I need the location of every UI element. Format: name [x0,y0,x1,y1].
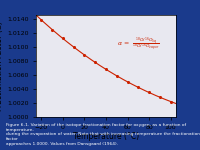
X-axis label: Temperature (°C): Temperature (°C) [73,132,139,141]
Text: Figure 6-1. Variation of the isotope fractionation factor for oxygen, as a funct: Figure 6-1. Variation of the isotope fra… [6,123,200,146]
Point [94,61,97,63]
Point [51,28,54,31]
Point [83,54,86,56]
Text: $\alpha$ =  $\frac{^{18}O/^{16}O_{liq}}{^{18}O/^{16}O_{vapor}}$: $\alpha$ = $\frac{^{18}O/^{16}O_{liq}}{^… [117,35,160,54]
Point [126,81,129,83]
Point [147,91,151,94]
Point [169,100,172,103]
Point [72,46,75,49]
Y-axis label: Fractionation Factor (α): Fractionation Factor (α) [0,21,4,111]
Point [104,68,108,70]
Point [158,96,161,99]
Point [40,19,43,21]
Point [115,75,118,77]
Point [137,86,140,89]
Point [61,37,65,39]
